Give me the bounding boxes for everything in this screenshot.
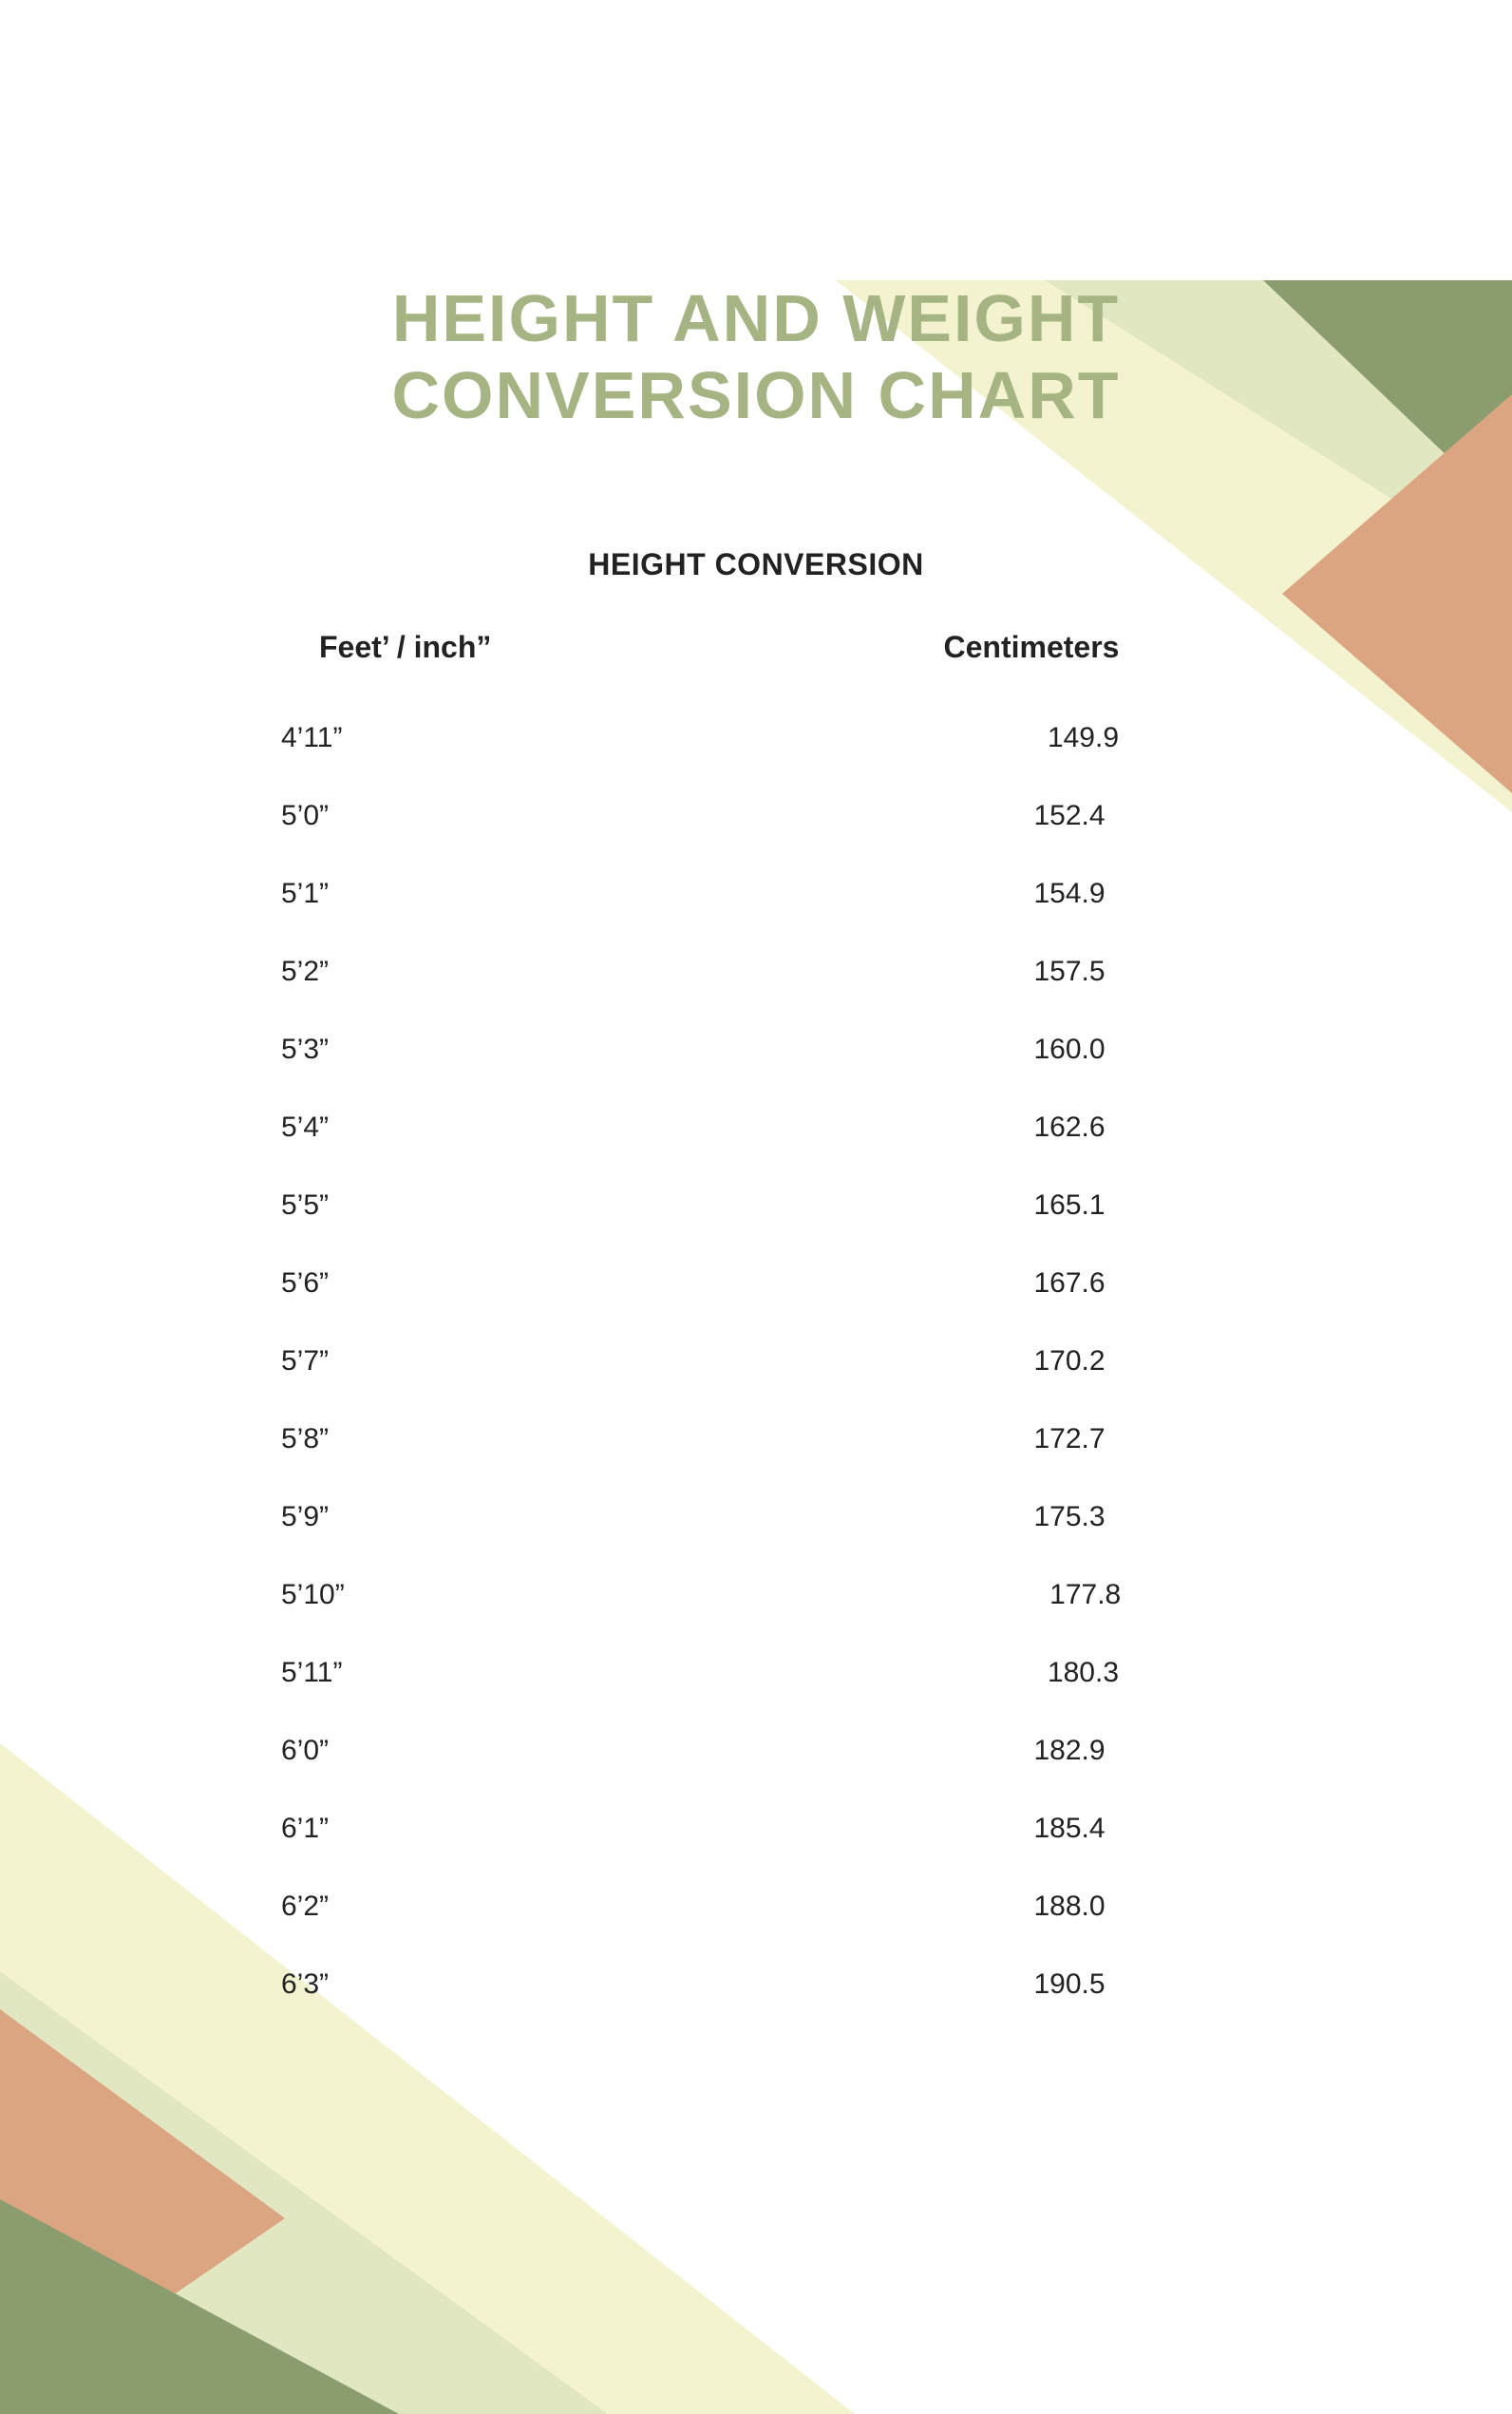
table-row: 4’11”149.9: [281, 722, 1231, 754]
cell-centimeters: 182.9: [775, 1735, 1250, 1767]
table-row: 6’2”188.0: [281, 1891, 1231, 1923]
cell-feet-inch: 6’2”: [281, 1891, 775, 1923]
table-row: 6’1”185.4: [281, 1813, 1231, 1845]
cell-feet-inch: 5’0”: [281, 800, 775, 832]
table-row: 5’10”177.8: [281, 1579, 1231, 1611]
table-row: 5’7”170.2: [281, 1345, 1231, 1378]
cell-centimeters: 177.8: [791, 1579, 1266, 1611]
table-header-row: Feet’ / inch” Centimeters: [281, 630, 1231, 665]
column-header-feet-inch: Feet’ / inch”: [281, 630, 718, 665]
page-title: HEIGHT AND WEIGHT CONVERSION CHART: [0, 280, 1512, 433]
cell-feet-inch: 5’11”: [281, 1657, 788, 1689]
cell-centimeters: 180.3: [788, 1657, 1263, 1689]
cell-centimeters: 149.9: [788, 722, 1263, 754]
section-subtitle: HEIGHT CONVERSION: [0, 547, 1512, 582]
cell-centimeters: 154.9: [775, 878, 1250, 910]
cell-feet-inch: 5’3”: [281, 1034, 775, 1066]
column-header-centimeters: Centimeters: [718, 630, 1231, 665]
table-row: 6’3”190.5: [281, 1968, 1231, 2001]
table-row: 5’9”175.3: [281, 1501, 1231, 1533]
cell-centimeters: 188.0: [775, 1891, 1250, 1923]
cell-centimeters: 160.0: [775, 1034, 1250, 1066]
table-row: 5’3”160.0: [281, 1034, 1231, 1066]
cell-feet-inch: 4’11”: [281, 722, 788, 754]
cell-feet-inch: 5’9”: [281, 1501, 775, 1533]
title-line-1: HEIGHT AND WEIGHT: [392, 281, 1120, 355]
table-row: 5’2”157.5: [281, 956, 1231, 988]
cell-feet-inch: 6’3”: [281, 1968, 775, 2001]
cell-centimeters: 162.6: [775, 1112, 1250, 1144]
table-row: 5’6”167.6: [281, 1267, 1231, 1300]
table-row: 5’1”154.9: [281, 878, 1231, 910]
title-line-2: CONVERSION CHART: [391, 358, 1120, 432]
cell-feet-inch: 5’6”: [281, 1267, 775, 1300]
cell-feet-inch: 5’2”: [281, 956, 775, 988]
table-row: 5’5”165.1: [281, 1189, 1231, 1222]
cell-centimeters: 152.4: [775, 800, 1250, 832]
cell-centimeters: 185.4: [775, 1813, 1250, 1845]
table-row: 5’0”152.4: [281, 800, 1231, 832]
cell-centimeters: 190.5: [775, 1968, 1250, 2001]
cell-centimeters: 172.7: [775, 1423, 1250, 1455]
cell-feet-inch: 6’1”: [281, 1813, 775, 1845]
cell-feet-inch: 5’10”: [281, 1579, 791, 1611]
cell-centimeters: 165.1: [775, 1189, 1250, 1222]
table-row: 5’8”172.7: [281, 1423, 1231, 1455]
cell-feet-inch: 5’5”: [281, 1189, 775, 1222]
cell-centimeters: 170.2: [775, 1345, 1250, 1378]
cell-feet-inch: 5’4”: [281, 1112, 775, 1144]
cell-centimeters: 157.5: [775, 956, 1250, 988]
cell-feet-inch: 5’7”: [281, 1345, 775, 1378]
table-row: 6’0”182.9: [281, 1735, 1231, 1767]
cell-feet-inch: 6’0”: [281, 1735, 775, 1767]
cell-feet-inch: 5’1”: [281, 878, 775, 910]
cell-centimeters: 175.3: [775, 1501, 1250, 1533]
table-row: 5’11”180.3: [281, 1657, 1231, 1689]
conversion-table: Feet’ / inch” Centimeters 4’11”149.9 5’0”…: [281, 630, 1231, 2001]
table-row: 5’4”162.6: [281, 1112, 1231, 1144]
cell-feet-inch: 5’8”: [281, 1423, 775, 1455]
cell-centimeters: 167.6: [775, 1267, 1250, 1300]
